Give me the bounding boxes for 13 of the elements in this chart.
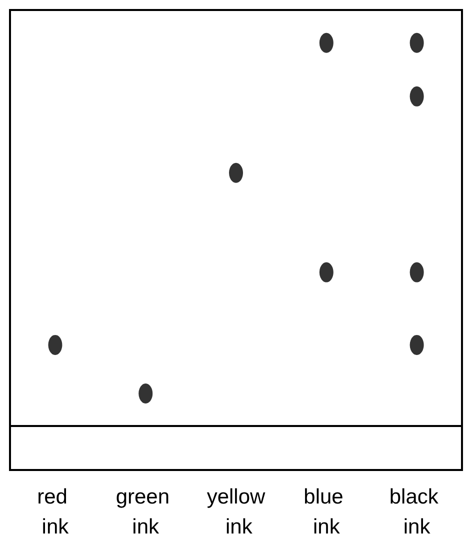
x-tick-label: green ink xyxy=(116,486,176,538)
point xyxy=(319,262,334,282)
point xyxy=(410,86,424,106)
x-tick-label: red ink xyxy=(37,486,74,538)
point xyxy=(410,334,424,355)
point xyxy=(319,32,334,53)
point xyxy=(410,262,424,282)
x-tick-label: black ink xyxy=(389,486,444,538)
x-tick-label: blue ink xyxy=(304,486,350,538)
x-tick-label: yellow ink xyxy=(206,486,266,538)
point xyxy=(138,384,153,404)
point xyxy=(48,334,62,355)
point xyxy=(410,32,424,53)
